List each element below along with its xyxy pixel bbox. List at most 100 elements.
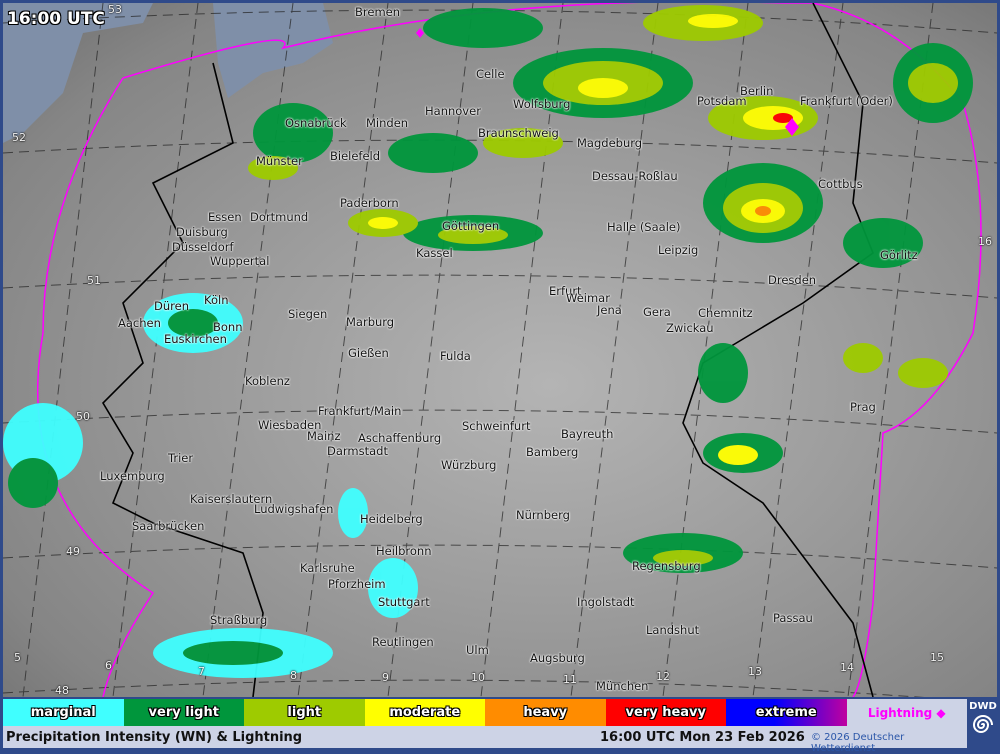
city-label: Reutlingen [372,635,434,649]
city-label: Essen [208,210,242,224]
city-label: Frankfurt (Oder) [800,94,893,108]
city-label: Regensburg [632,559,701,573]
legend-lightning: Lightning ◆ [846,699,967,726]
grid-label: 13 [748,665,762,678]
grid-label: 10 [471,671,485,684]
city-label: Osnabrück [285,116,347,130]
city-label: Düren [154,299,189,313]
city-label: Düsseldorf [172,240,234,254]
city-label: Luxemburg [100,469,165,483]
city-label: Chemnitz [698,306,753,320]
grid-label: 5 [14,651,21,664]
city-label: Berlin [740,84,774,98]
city-label: Schweinfurt [462,419,531,433]
legend-very-heavy: very heavy [605,699,726,726]
grid-label: 8 [290,669,297,682]
city-label: Hannover [425,104,481,118]
city-label: Karlsruhe [300,561,355,575]
city-label: Euskirchen [164,332,227,346]
city-label: Landshut [646,623,700,637]
city-label: Wiesbaden [258,418,322,432]
city-label: Wuppertal [210,254,270,268]
legend-light: light [244,699,365,726]
time-overlay: 16:00 UTC [7,9,105,29]
grid-label: 50 [76,410,90,423]
city-label: München [596,679,649,693]
city-label: Dresden [768,273,817,287]
city-label: Prag [850,400,876,414]
grid-label: 16 [978,235,992,248]
grid-label: 9 [382,671,389,684]
city-label: Paderborn [340,196,399,210]
city-label: Bielefeld [330,149,381,163]
city-label: Saarbrücken [132,519,205,533]
footer-bar: Precipitation Intensity (WN) & Lightning… [3,726,967,754]
city-label: Ludwigshafen [254,502,334,516]
spiral-logo-icon [972,715,993,733]
intensity-legend: marginal very light light moderate heavy… [3,699,967,726]
legend-heavy: heavy [485,699,606,726]
city-label: Ingolstadt [577,595,635,609]
city-label: Duisburg [176,225,228,239]
city-label: Fulda [440,349,471,363]
city-label: Gießen [348,346,389,360]
city-label: Bremen [355,5,401,19]
city-label: Cottbus [818,177,863,191]
city-label: Trier [168,451,194,465]
grid-label: 7 [198,665,205,678]
city-label: Köln [204,293,229,307]
city-label: Augsburg [530,651,585,665]
city-label: Zwickau [666,321,714,335]
city-label: Heidelberg [360,512,423,526]
precipitation-cells [3,5,973,678]
legend-marginal: marginal [3,699,124,726]
city-label: Mainz [307,429,341,443]
legend-extreme: extreme [726,699,847,726]
logo-text: DWD [969,701,997,712]
city-label: Braunschweig [478,126,559,140]
dwd-logo: DWD [968,699,998,748]
city-label: Aschaffenburg [358,431,442,445]
grid-label: 14 [840,661,854,674]
city-label: Dessau-Roßlau [592,169,678,183]
timestamp: 16:00 UTC Mon 23 Feb 2026 [600,730,805,745]
city-label: Würzburg [441,458,497,472]
city-label: Potsdam [697,94,747,108]
city-label: Ulm [466,643,489,657]
grid-label: 48 [55,684,69,697]
grid-label: 6 [105,659,112,672]
city-label: Jena [597,303,622,317]
city-label: Nürnberg [516,508,570,522]
city-label: Bayreuth [561,427,614,441]
grid-label: 49 [66,545,80,558]
grid-label: 52 [12,131,26,144]
legend-moderate: moderate [364,699,485,726]
city-label: Münster [256,154,303,168]
national-border [101,3,874,697]
city-label: Leipzig [658,243,699,257]
city-label: Kaiserslautern [190,492,273,506]
city-label: Görlitz [880,248,918,262]
legend-very-light: very light [123,699,244,726]
city-label: Straßburg [210,613,268,627]
grid-label: 51 [87,274,101,287]
city-label: Erfurt [549,284,582,298]
grid-label: 53 [108,3,122,16]
radar-map[interactable]: 16:00 UTC Bremen Celle Hannover Wolfsbur… [3,3,997,697]
grid-label: 11 [563,673,577,686]
city-label: Celle [476,67,505,81]
city-label: Pforzheim [328,577,386,591]
city-label: Halle (Saale) [607,220,681,234]
city-label: Wolfsburg [513,97,571,111]
city-label: Magdeburg [577,136,643,150]
city-label: Göttingen [442,219,500,233]
city-label: Weimar [566,291,610,305]
city-label: Stuttgart [378,595,430,609]
sea-area [3,3,333,143]
grid-label: 12 [656,670,670,683]
product-title: Precipitation Intensity (WN) & Lightning [6,730,303,745]
city-label: Heilbronn [376,544,432,558]
city-label: Kassel [416,246,453,260]
grid-label: 15 [930,651,944,664]
